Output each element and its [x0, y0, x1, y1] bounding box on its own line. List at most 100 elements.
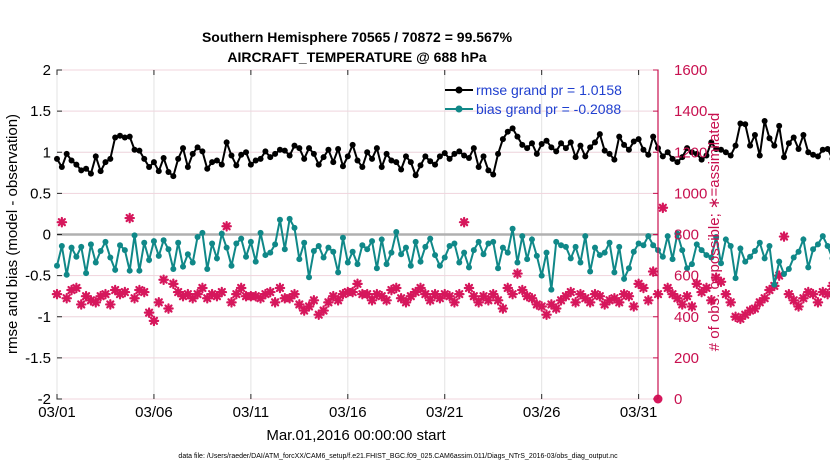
y-right-tick-label: 1200 [674, 144, 707, 161]
obs-point [672, 292, 683, 304]
obs-point-stroke [140, 287, 149, 297]
rmse-point [378, 164, 385, 171]
obs-point-stroke [237, 283, 246, 293]
bias-point [204, 266, 211, 273]
obs-point-stroke [702, 283, 711, 293]
obs-point-stroke [401, 298, 411, 307]
obs-point-stroke [634, 279, 643, 288]
bias-point [107, 254, 114, 261]
rmse-point [625, 146, 632, 153]
bias-point [252, 258, 259, 265]
obs-point [318, 305, 329, 316]
obs-point-stroke [460, 218, 469, 227]
obs-point [347, 286, 358, 298]
obs-point [759, 292, 770, 304]
obs-point-stroke [106, 300, 115, 309]
bias-point [766, 243, 773, 250]
obs-point-stroke [799, 294, 808, 303]
y-left-tick-label: 2 [43, 62, 51, 79]
obs-point [623, 290, 635, 302]
bias-point [713, 233, 720, 240]
bias-point [722, 236, 729, 243]
rmse-point [601, 147, 608, 154]
rmse-point [160, 155, 167, 162]
rmse-point [703, 152, 710, 159]
obs-point-stroke [149, 316, 159, 325]
bias-point [708, 254, 715, 261]
bias-point [819, 233, 826, 240]
bias-point [698, 247, 705, 254]
rmse-point [785, 140, 792, 147]
y-right-tick-label: 1000 [674, 185, 707, 202]
rmse-point [446, 155, 453, 162]
obs-point-stroke [275, 283, 285, 293]
bias-point [87, 241, 94, 248]
obs-point [502, 282, 514, 294]
obs-point-stroke [450, 298, 459, 307]
obs-point [512, 268, 523, 279]
bias-point [165, 246, 172, 253]
bias-point [339, 234, 346, 241]
obs-point-stroke [266, 287, 275, 297]
bias-point [591, 244, 598, 251]
bias-point [112, 266, 119, 273]
bias-point [184, 251, 191, 258]
rmse-point [58, 164, 65, 171]
bias-point [281, 246, 288, 253]
rmse-point [548, 144, 555, 151]
obs-point-stroke [649, 267, 658, 276]
rmse-point [364, 149, 371, 156]
obs-point-stroke [464, 283, 474, 293]
obs-point-stroke [644, 296, 653, 305]
obs-point [163, 303, 174, 314]
rmse-point [805, 149, 812, 156]
obs-point-stroke [382, 296, 391, 305]
obs-point-stroke [639, 283, 648, 293]
rmse-point [291, 142, 298, 149]
bias-point [543, 249, 550, 256]
bias-point [383, 261, 390, 268]
bias-point [441, 254, 448, 261]
rmse-point [674, 159, 681, 166]
rmse-point [281, 147, 288, 154]
bias-point [310, 247, 317, 254]
bias-point [291, 224, 298, 231]
bias-point [630, 248, 637, 255]
bias-point [262, 252, 269, 259]
bias-point [126, 267, 133, 274]
rmse-point [475, 164, 482, 171]
obs-point [565, 286, 577, 298]
obs-series [51, 202, 830, 404]
obs-point [468, 290, 480, 302]
obs-point [71, 282, 82, 294]
x-tick-label: 03/16 [329, 404, 367, 421]
rmse-point [344, 153, 351, 160]
rmse-point [591, 139, 598, 146]
obs-point-stroke [813, 298, 823, 307]
bias-point [180, 263, 187, 270]
rmse-point [795, 145, 802, 152]
obs-point [410, 286, 421, 298]
obs-point [812, 297, 824, 308]
bias-point [233, 240, 240, 247]
obs-point [681, 290, 693, 302]
bias-point [781, 270, 788, 277]
obs-point [570, 297, 581, 308]
obs-point-stroke [716, 277, 726, 286]
bias-point [771, 281, 778, 288]
bias-point [286, 215, 293, 222]
obs-point-stroke [726, 298, 735, 307]
obs-point-stroke [586, 298, 595, 307]
obs-point-stroke [363, 290, 372, 299]
obs-point [701, 282, 712, 294]
rmse-point [432, 161, 439, 168]
bias-point [73, 253, 80, 260]
obs-point-stroke [682, 292, 692, 301]
obs-point-stroke [508, 290, 517, 299]
bias-point [267, 249, 274, 256]
rmse-point [339, 163, 346, 170]
rmse-point [616, 133, 623, 140]
bias-point [141, 239, 148, 246]
obs-point-stroke [474, 298, 483, 307]
rmse-point [393, 159, 400, 166]
